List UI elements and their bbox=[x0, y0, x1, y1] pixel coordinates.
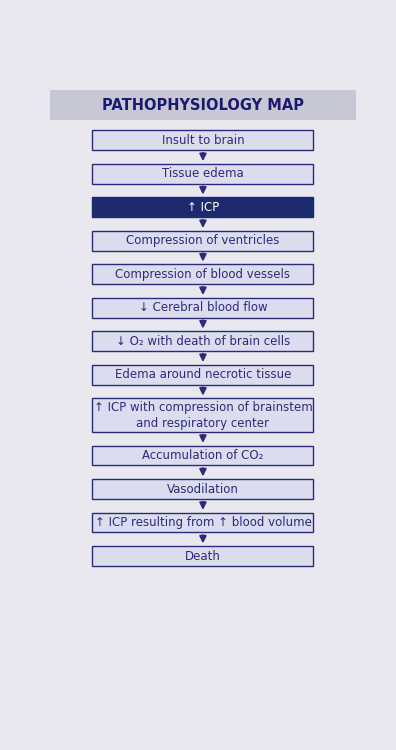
FancyBboxPatch shape bbox=[93, 164, 314, 184]
Text: Compression of blood vessels: Compression of blood vessels bbox=[116, 268, 290, 280]
FancyBboxPatch shape bbox=[93, 231, 314, 251]
FancyBboxPatch shape bbox=[93, 513, 314, 532]
FancyBboxPatch shape bbox=[93, 298, 314, 317]
FancyBboxPatch shape bbox=[93, 197, 314, 217]
FancyBboxPatch shape bbox=[93, 130, 314, 150]
FancyBboxPatch shape bbox=[93, 446, 314, 466]
FancyBboxPatch shape bbox=[93, 332, 314, 351]
Text: Death: Death bbox=[185, 550, 221, 562]
Text: ↓ Cerebral blood flow: ↓ Cerebral blood flow bbox=[139, 302, 267, 314]
Text: PATHOPHYSIOLOGY MAP: PATHOPHYSIOLOGY MAP bbox=[102, 98, 304, 112]
Text: Insult to brain: Insult to brain bbox=[162, 134, 244, 147]
FancyBboxPatch shape bbox=[93, 265, 314, 284]
Text: Vasodilation: Vasodilation bbox=[167, 482, 239, 496]
Text: ↑ ICP with compression of brainstem
and respiratory center: ↑ ICP with compression of brainstem and … bbox=[93, 400, 312, 430]
Text: Tissue edema: Tissue edema bbox=[162, 167, 244, 180]
Text: Accumulation of CO₂: Accumulation of CO₂ bbox=[142, 449, 264, 462]
Text: ↑ ICP: ↑ ICP bbox=[187, 201, 219, 214]
FancyBboxPatch shape bbox=[93, 546, 314, 566]
FancyBboxPatch shape bbox=[50, 90, 356, 120]
Text: ↑ ICP resulting from ↑ blood volume: ↑ ICP resulting from ↑ blood volume bbox=[95, 516, 311, 529]
FancyBboxPatch shape bbox=[93, 479, 314, 499]
Text: Edema around necrotic tissue: Edema around necrotic tissue bbox=[115, 368, 291, 381]
Text: Compression of ventricles: Compression of ventricles bbox=[126, 234, 280, 248]
Text: ↓ O₂ with death of brain cells: ↓ O₂ with death of brain cells bbox=[116, 334, 290, 348]
FancyBboxPatch shape bbox=[93, 398, 314, 432]
FancyBboxPatch shape bbox=[93, 365, 314, 385]
